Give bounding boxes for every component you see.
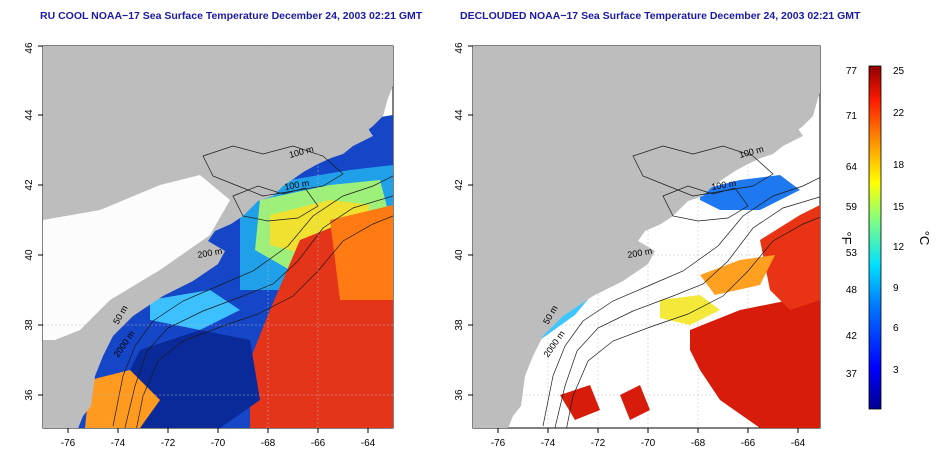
sst-field-left xyxy=(43,115,393,428)
lon-tick-76-left: -76 xyxy=(61,438,76,449)
right-map-title: DECLOUDED NOAA−17 Sea Surface Temperatur… xyxy=(460,10,861,22)
c-tick-3: 3 xyxy=(893,365,899,376)
c-tick-25: 25 xyxy=(893,66,905,77)
c-tick-6: 6 xyxy=(893,323,899,334)
left-map: 100 m 100 m 200 m 50 m 2000 m xyxy=(42,45,394,429)
f-tick-42: 42 xyxy=(846,331,858,342)
c-tick-18: 18 xyxy=(893,160,905,171)
lon-tick-68-left: -68 xyxy=(261,438,276,449)
lat-labels-left: 36 38 40 42 44 46 xyxy=(24,42,35,401)
lat-tick-36-right: 36 xyxy=(454,389,465,401)
lat-tick-40-left: 40 xyxy=(24,249,35,261)
lon-labels-right: -76 -74 -72 -70 -68 -66 -64 xyxy=(491,438,806,449)
cloud-mask-left xyxy=(43,175,230,340)
lon-tick-74-left: -74 xyxy=(111,438,126,449)
lon-labels-left: -76 -74 -72 -70 -68 -66 -64 xyxy=(61,438,376,449)
colorbar-f-ticks: 77 71 64 59 53 48 42 37 xyxy=(846,66,858,380)
lat-tick-44-right: 44 xyxy=(454,109,465,121)
lat-tick-38-right: 38 xyxy=(454,319,465,331)
contour-label-200-right: 200 m xyxy=(627,246,653,260)
f-tick-37: 37 xyxy=(846,369,858,380)
lon-tick-64-left: -64 xyxy=(361,438,376,449)
f-tick-77: 77 xyxy=(846,66,858,77)
lon-tick-74-right: -74 xyxy=(541,438,556,449)
c-tick-12: 12 xyxy=(893,242,905,253)
left-map-title: RU COOL NOAA−17 Sea Surface Temperature … xyxy=(40,10,423,22)
lon-tick-66-left: -66 xyxy=(311,438,326,449)
f-tick-71: 71 xyxy=(846,111,858,122)
lon-tick-70-right: -70 xyxy=(641,438,656,449)
f-tick-48: 48 xyxy=(846,285,858,296)
lat-tick-38-left: 38 xyxy=(24,319,35,331)
lon-tick-68-right: -68 xyxy=(691,438,706,449)
colorbar-c-ticks: 25 22 18 15 12 9 6 3 xyxy=(893,66,905,376)
lon-tick-66-right: -66 xyxy=(741,438,756,449)
lon-tick-70-left: -70 xyxy=(211,438,226,449)
lat-tick-36-left: 36 xyxy=(24,389,35,401)
colorbar-celsius-label: °C xyxy=(917,231,932,246)
colorbar-fahrenheit-label: °F xyxy=(839,231,854,244)
lat-tick-46-right: 46 xyxy=(454,42,465,54)
lon-tick-72-left: -72 xyxy=(161,438,176,449)
contour-label-200-left: 200 m xyxy=(197,246,223,260)
lat-tick-46-left: 46 xyxy=(24,42,35,54)
c-tick-22: 22 xyxy=(893,108,905,119)
lat-tick-40-right: 40 xyxy=(454,249,465,261)
temperature-colorbar: 77 71 64 59 53 48 42 37 25 22 18 15 12 9… xyxy=(839,65,932,410)
lat-tick-42-left: 42 xyxy=(24,179,35,191)
c-tick-9: 9 xyxy=(893,283,899,294)
lat-tick-42-right: 42 xyxy=(454,179,465,191)
f-tick-64: 64 xyxy=(846,162,858,173)
c-tick-15: 15 xyxy=(893,202,905,213)
right-map: 100 m 100 m 200 m 50 m 2000 m xyxy=(472,45,821,429)
lat-tick-44-left: 44 xyxy=(24,109,35,121)
f-tick-59: 59 xyxy=(846,202,858,213)
contour-label-100b-right: 100 m xyxy=(711,178,737,192)
lon-tick-72-right: -72 xyxy=(591,438,606,449)
lon-tick-76-right: -76 xyxy=(491,438,506,449)
f-tick-53: 53 xyxy=(846,248,858,259)
lon-tick-64-right: -64 xyxy=(791,438,806,449)
axes-left xyxy=(38,45,369,433)
axes-right xyxy=(468,45,799,433)
lat-labels-right: 36 38 40 42 44 46 xyxy=(454,42,465,401)
contour-label-100b-left: 100 m xyxy=(284,178,310,192)
